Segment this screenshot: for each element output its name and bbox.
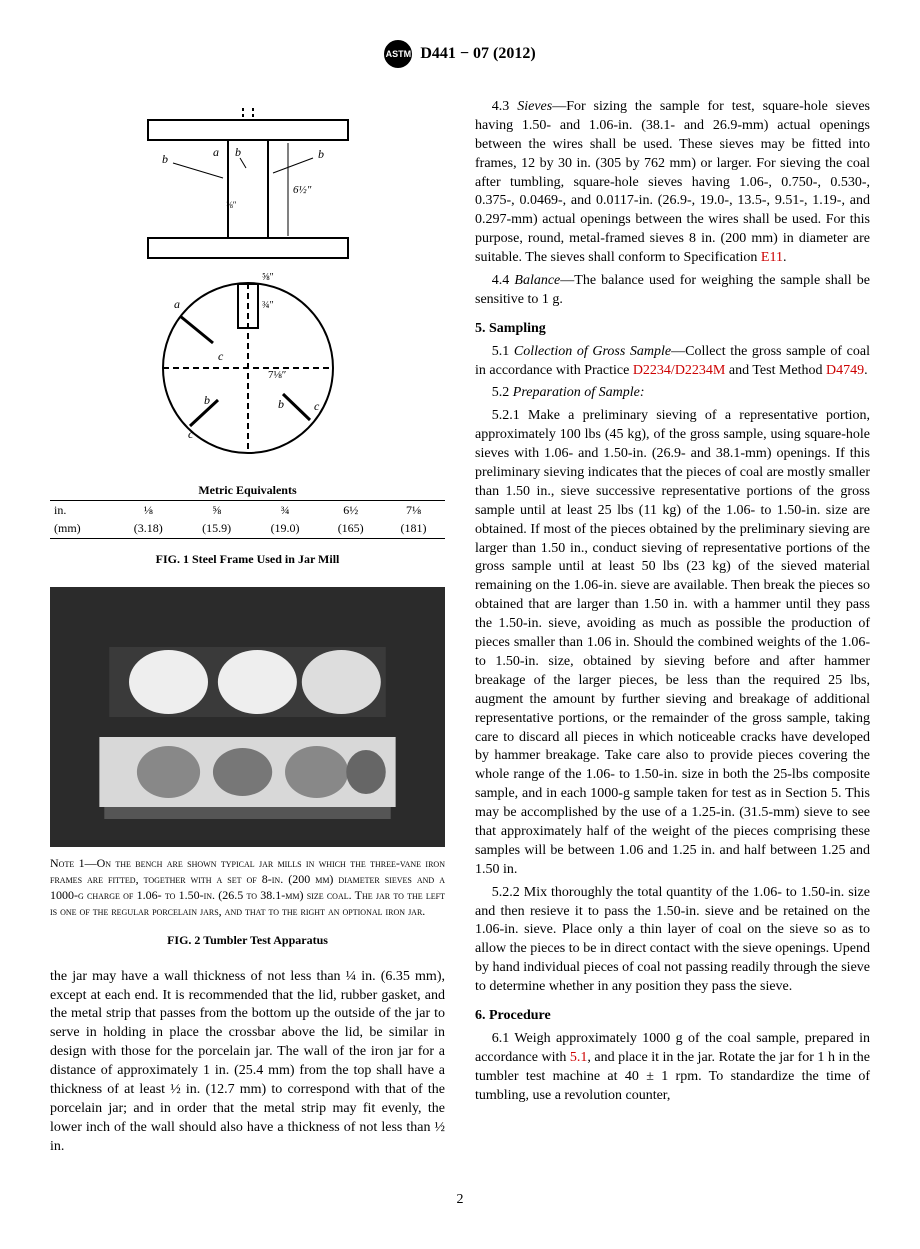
section-5-head: 5. Sampling xyxy=(475,320,870,339)
svg-text:⅝″: ⅝″ xyxy=(262,272,274,283)
fig2-caption: FIG. 2 Tumbler Test Apparatus xyxy=(50,932,445,948)
svg-text:b: b xyxy=(235,145,241,159)
svg-text:⅛″: ⅛″ xyxy=(226,200,237,210)
standard-id: D441 − 07 (2012) xyxy=(420,43,535,65)
para-5-2-1: 5.2.1 Make a preliminary sieving of a re… xyxy=(475,407,870,879)
svg-text:b: b xyxy=(162,152,168,166)
svg-text:b: b xyxy=(278,397,284,411)
svg-text:7⅛″: 7⅛″ xyxy=(268,369,286,381)
ref-d2234: D2234/D2234M xyxy=(633,363,726,378)
astm-logo-icon: ASTM xyxy=(384,40,412,68)
para-6-1: 6.1 Weigh approximately 1000 g of the co… xyxy=(475,1030,870,1106)
para-5-2-2: 5.2.2 Mix thoroughly the total quantity … xyxy=(475,884,870,997)
svg-text:¾″: ¾″ xyxy=(262,300,274,311)
figure-2-photo xyxy=(50,587,445,847)
svg-text:6½″: 6½″ xyxy=(293,184,312,196)
svg-text:b: b xyxy=(318,147,324,161)
left-column: 6½″ b b a b ⅛″ xyxy=(50,98,445,1161)
svg-text:c: c xyxy=(314,399,320,413)
svg-text:a: a xyxy=(174,297,180,311)
ref-d4749: D4749 xyxy=(826,363,864,378)
ref-5-1: 5.1 xyxy=(570,1050,588,1065)
svg-text:c: c xyxy=(188,427,194,441)
para-5-1: 5.1 Collection of Gross Sample—Collect t… xyxy=(475,343,870,381)
para-5-2: 5.2 Preparation of Sample: xyxy=(475,384,870,403)
metric-equivalents-table: Metric Equivalents in. ⅛ ⅝ ¾ 6½ 7⅛ (mm) … xyxy=(50,482,445,539)
right-column: 4.3 Sieves—For sizing the sample for tes… xyxy=(475,98,870,1161)
page-header: ASTM D441 − 07 (2012) xyxy=(50,40,870,68)
section-6-head: 6. Procedure xyxy=(475,1007,870,1026)
metric-caption: Metric Equivalents xyxy=(50,482,445,500)
page-number: 2 xyxy=(50,1191,870,1210)
ref-e11: E11 xyxy=(761,250,783,265)
figure-1-diagram: 6½″ b b a b ⅛″ xyxy=(50,98,445,478)
para-4-4: 4.4 Balance—The balance used for weighin… xyxy=(475,272,870,310)
svg-text:a: a xyxy=(213,145,219,159)
para-4-3: 4.3 Sieves—For sizing the sample for tes… xyxy=(475,98,870,268)
svg-text:b: b xyxy=(204,393,210,407)
fig1-caption: FIG. 1 Steel Frame Used in Jar Mill xyxy=(50,551,445,567)
svg-text:c: c xyxy=(218,349,224,363)
left-continuation-para: the jar may have a wall thickness of not… xyxy=(50,968,445,1157)
note-1: Note 1—On the bench are shown typical ja… xyxy=(50,855,445,920)
